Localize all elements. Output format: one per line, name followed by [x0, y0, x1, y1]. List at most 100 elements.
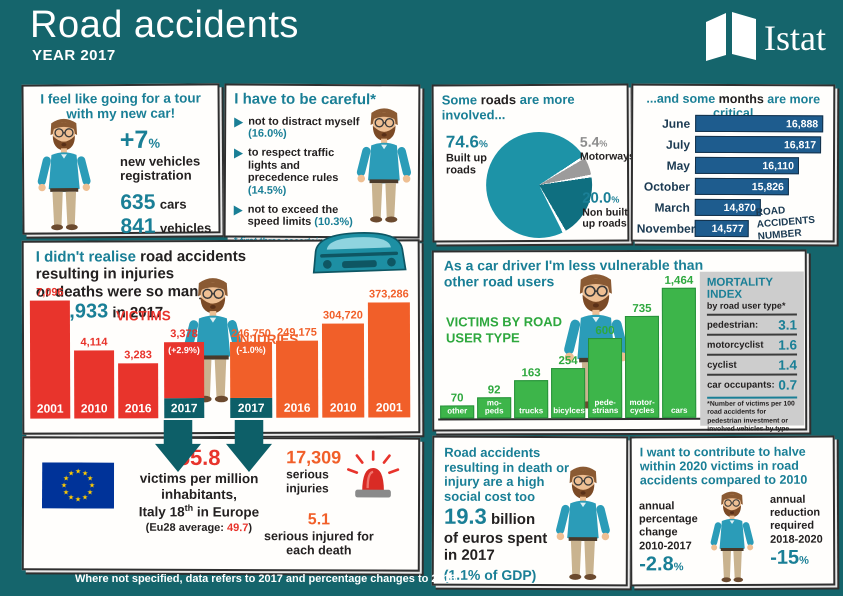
target-left-label: annual percentage change 2010-2017	[638, 500, 698, 552]
victims-chart-label: VICTIMS	[115, 308, 171, 324]
month-row: October 15,826	[637, 176, 833, 198]
social-cost-suffix: billion	[486, 510, 536, 529]
eu-star: ★ ★★ ★★★ ★★★ ★★★	[61, 467, 95, 503]
svg-text:★: ★	[61, 481, 67, 489]
month-row: July 16,817	[637, 134, 833, 156]
page-title: Road accidents	[30, 4, 299, 46]
road-user-bar: 254 bicylces	[551, 355, 586, 419]
svg-text:★: ★	[75, 495, 81, 503]
new-vehicles-pct-unit: %	[148, 135, 161, 151]
new-vehicles-label: new vehicles registration	[119, 153, 201, 183]
injuries-bar: 304,720 2010	[321, 310, 365, 418]
mortality-row: cyclist 1.4	[707, 353, 798, 374]
siren-icon	[347, 450, 400, 498]
panel-new-car: I feel like going for a tour with my new…	[18, 83, 221, 265]
panel-roads: Some roads are more involved... 74.6% Bu…	[431, 83, 635, 243]
injuries-bar: 249,175 2016	[276, 327, 319, 418]
bullet-triangle-icon	[234, 117, 244, 128]
victims-bar: 3,283 2016	[118, 349, 159, 419]
victims-per-million-label: victims per million inhabitants,	[139, 470, 259, 503]
pie-label-motorways: 5.4% Motorways	[579, 133, 635, 163]
vehicles-per-1000-value: 841	[120, 215, 156, 239]
roads-title: Some roads are more involved...	[441, 91, 575, 123]
victims-bar: 4,114 2010	[74, 336, 115, 419]
page-subtitle: YEAR 2017	[32, 47, 116, 64]
road-user-bar: 163 trucks	[514, 367, 549, 419]
svg-text:★: ★	[87, 475, 93, 483]
panel-careful: I have to be careful* not to distract my…	[223, 83, 421, 266]
panel-months: ...and some months are more critical Jun…	[630, 83, 836, 243]
year-tag: 2017	[164, 398, 205, 419]
svg-text:★: ★	[63, 474, 69, 482]
month-row: June 16,888	[637, 113, 833, 135]
injuries-bar: 373,286 2001	[367, 288, 411, 418]
serious-per-death-value: 5.1	[307, 511, 331, 529]
social-cost-value: 19.3	[443, 503, 487, 529]
cars-per-1000-label: cars	[159, 196, 187, 213]
road-user-bar: 92 mo-peds	[477, 384, 512, 419]
road-user-bar: 600 pede-strians	[587, 325, 623, 419]
careful-bullet-pct: (14.5%)	[247, 184, 287, 197]
target-right-unit: %	[799, 554, 809, 567]
month-row: May 16,110	[637, 155, 833, 177]
europe-rank: Italy 18th in Europe	[138, 503, 260, 521]
new-vehicles-pct: +7	[119, 125, 149, 155]
target-left-unit: %	[673, 560, 684, 574]
careful-bullet: not to exceed the speed limits (10.3%)	[233, 203, 360, 229]
svg-text:★: ★	[87, 489, 93, 497]
pie-label-built-up: 74.6% Built up roads	[445, 132, 488, 177]
road-user-bar: 70 other	[440, 392, 475, 419]
svg-text:★: ★	[75, 467, 81, 475]
istat-logo-book-left-icon	[706, 13, 726, 61]
serious-per-death-label: serious injured for each death	[263, 529, 374, 558]
panel-target-2020: I want to contribute to halve within 202…	[629, 435, 836, 587]
panel-social-cost: Road accidents resulting in death or inj…	[431, 435, 629, 587]
istat-logo-text: Istat	[764, 18, 826, 58]
svg-text:★: ★	[82, 494, 88, 502]
mortality-row: motorcyclist 1.6	[706, 333, 798, 354]
careful-bullet: to respect traffic lights and precedence…	[234, 147, 360, 198]
character-illustration	[544, 462, 622, 582]
cars-per-1000-value: 635	[120, 191, 156, 215]
target-title: I want to contribute to halve within 202…	[639, 444, 808, 488]
bullet-triangle-icon	[233, 205, 243, 216]
target-right-label: annual reduction required 2018-2020	[769, 493, 823, 546]
careful-bullet: not to distract myself (16.0%)	[234, 115, 360, 141]
road-user-bar: 735 motor-cycles	[624, 303, 660, 418]
bullet-triangle-icon	[234, 148, 244, 159]
svg-text:★: ★	[68, 469, 74, 477]
mortality-row: car occupants: 0.7	[707, 373, 798, 394]
mortality-row: pedestrian: 3.1	[706, 313, 797, 334]
character-illustration	[18, 114, 111, 233]
car-illustration	[312, 232, 407, 274]
eu-flag: ★ ★★ ★★★ ★★★ ★★★	[41, 462, 115, 509]
pie-label-non-built-up: 20.0% Non built up roads	[582, 189, 628, 230]
eu-average: (Eu28 average: 49.7)	[145, 521, 253, 534]
svg-text:★: ★	[82, 470, 88, 478]
istat-logo-book-right-icon	[732, 12, 756, 60]
year-tag: 2017	[230, 397, 273, 418]
svg-text:★: ★	[63, 488, 69, 496]
vehicles-per-1000-label: vehicles	[159, 220, 212, 237]
panel-europe-serious: ★ ★ ★ ★ ★ ★ ★ ★ ★ ★ ★ ★ 55.8 victims per million…	[21, 436, 421, 572]
serious-injuries-value: 17,309	[286, 447, 342, 468]
victims-bar-2017: 3,378 (+2.9%) 2017	[164, 328, 205, 419]
careful-bullet-pct: (16.0%)	[248, 128, 287, 141]
careful-bullet-text: not to distract myself	[248, 115, 360, 128]
mortality-footnote: *Number of victims per 100 road accident…	[707, 396, 798, 435]
character-illustration	[350, 98, 419, 230]
victims-bar: 7,096 2001	[29, 287, 71, 419]
mortality-index-box: MORTALITY INDEX by road user type* pedes…	[699, 271, 805, 435]
target-right-value: -15	[770, 546, 800, 569]
mortality-title: MORTALITY INDEX	[706, 276, 773, 301]
svg-text:★: ★	[89, 482, 95, 490]
target-left-value: -2.8	[639, 553, 674, 576]
mortality-subtitle: by road user type*	[706, 300, 786, 311]
months-axis-note: ROAD ACCIDENTS NUMBER	[755, 205, 816, 243]
panel-road-users: As a car driver I'm less vulnerable than…	[431, 249, 808, 435]
careful-bullet-text: to respect traffic lights and precedence…	[247, 146, 339, 185]
svg-text:★: ★	[68, 493, 74, 501]
footer-note: Where not specified, data refers to 2017…	[75, 573, 456, 585]
injuries-bar-2017: 246,750 (-1.0%) 2017	[230, 328, 273, 418]
